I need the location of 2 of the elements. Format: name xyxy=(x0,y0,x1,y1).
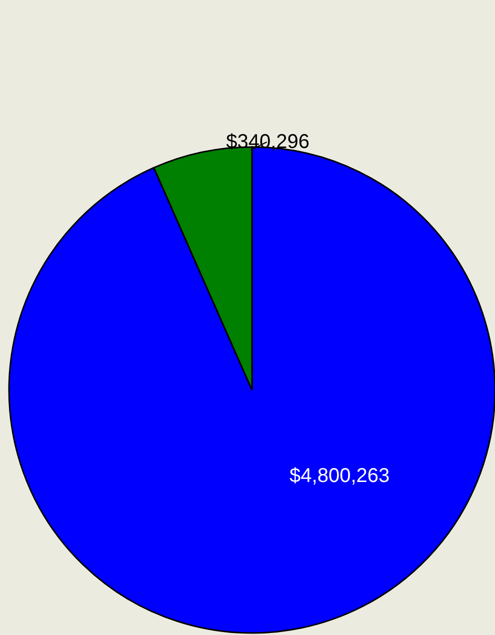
data-label: $340,296 xyxy=(226,131,310,154)
data-label: $4,800,263 xyxy=(290,464,390,487)
